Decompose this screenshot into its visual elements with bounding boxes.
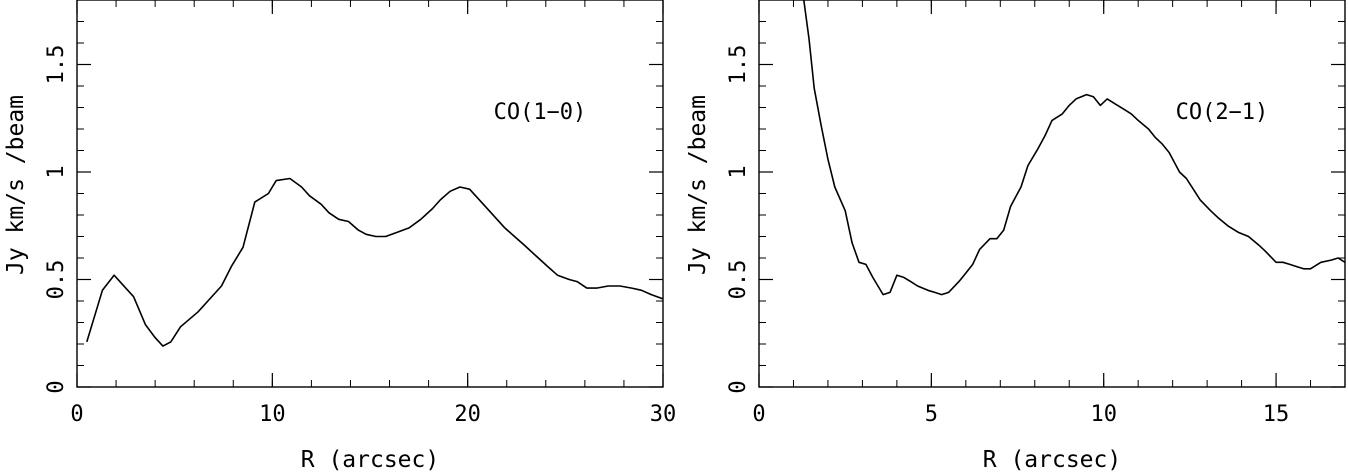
- x-tick-label: 30: [650, 402, 677, 427]
- y-axis-label: Jy km/s /beam: [685, 95, 711, 275]
- x-tick-label: 5: [925, 402, 938, 427]
- x-tick-label: 0: [752, 402, 765, 427]
- series-line: [803, 0, 1345, 296]
- y-tick-label: 1.5: [44, 45, 69, 85]
- x-tick-label: 10: [259, 402, 286, 427]
- plot-frame: [76, 0, 664, 388]
- y-tick-label: 0.5: [726, 260, 751, 300]
- panel-co-2-1: 0 5 10 15 0 0.5 1 1.5 R (arcsec) Jy km/s /beam CO(…: [685, 0, 1346, 473]
- panel-co-1-0: 0 10 20 30 0 0.5 1 1.5 R (arcsec) Jy km/s /beam CO…: [3, 0, 676, 473]
- plot-frame: [758, 0, 1346, 388]
- x-tick-label: 0: [70, 402, 83, 427]
- x-axis-label: R (arcsec): [301, 447, 439, 473]
- series-line: [86, 177, 663, 347]
- x-tick-label: 20: [454, 402, 481, 427]
- y-tick-label: 1: [44, 165, 69, 178]
- x-tick-label: 10: [1090, 402, 1117, 427]
- y-tick-label: 0: [726, 380, 751, 393]
- x-tick-label: 15: [1263, 402, 1290, 427]
- panel-annotation: CO(2−1): [1176, 100, 1269, 125]
- panel-annotation: CO(1−0): [494, 100, 587, 125]
- x-axis-label: R (arcsec): [983, 447, 1121, 473]
- y-axis-label: Jy km/s /beam: [3, 95, 29, 275]
- y-tick-label: 0.5: [44, 260, 69, 300]
- y-tick-label: 1: [726, 165, 751, 178]
- y-tick-label: 1.5: [726, 45, 751, 85]
- y-tick-label: 0: [44, 380, 69, 393]
